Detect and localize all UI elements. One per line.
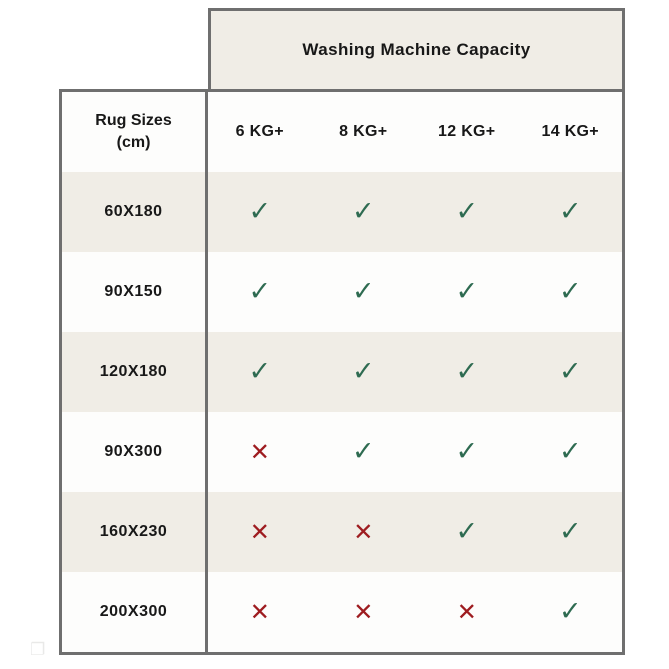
cross-icon: ✕ <box>249 438 270 466</box>
watermark-icon: ❐ <box>30 640 46 660</box>
check-icon: ✓ <box>248 355 272 387</box>
check-icon: ✓ <box>455 275 479 307</box>
capacity-cell: ✓ <box>518 572 622 652</box>
check-icon: ✓ <box>558 195 582 227</box>
check-icon: ✓ <box>351 275 375 307</box>
check-icon: ✓ <box>558 275 582 307</box>
capacity-cell: ✓ <box>518 412 622 492</box>
row-label-160x230: 160X230 <box>62 492 208 572</box>
rug-capacity-grid: Rug Sizes (cm) 6 KG+ 8 KG+ 12 KG+ 14 KG+ 60X… <box>62 92 622 652</box>
check-icon: ✓ <box>558 435 582 467</box>
capacity-cell: ✓ <box>208 252 312 332</box>
cross-icon: ✕ <box>353 518 374 546</box>
capacity-cell: ✓ <box>311 252 415 332</box>
capacity-cell: ✓ <box>415 252 519 332</box>
row-label-60x180: 60X180 <box>62 172 208 252</box>
capacity-cell: ✓ <box>518 252 622 332</box>
capacity-cell: ✕ <box>415 572 519 652</box>
capacity-cell: ✓ <box>518 492 622 572</box>
capacity-cell: ✓ <box>415 332 519 412</box>
row-label-120x180: 120X180 <box>62 332 208 412</box>
capacity-cell: ✓ <box>311 172 415 252</box>
capacity-cell: ✕ <box>208 492 312 572</box>
capacity-cell: ✓ <box>415 412 519 492</box>
row-header-line1: Rug Sizes <box>95 112 172 130</box>
check-icon: ✓ <box>455 355 479 387</box>
row-label-90x300: 90X300 <box>62 412 208 492</box>
row-label-90x150: 90X150 <box>62 252 208 332</box>
capacity-cell: ✕ <box>311 492 415 572</box>
check-icon: ✓ <box>558 515 582 547</box>
rug-capacity-table: Rug Sizes (cm) 6 KG+ 8 KG+ 12 KG+ 14 KG+ 60X… <box>59 89 625 655</box>
column-header-6-kg-: 6 KG+ <box>208 92 312 172</box>
capacity-cell: ✓ <box>415 172 519 252</box>
check-icon: ✓ <box>351 195 375 227</box>
capacity-cell: ✓ <box>518 332 622 412</box>
capacity-cell: ✕ <box>208 572 312 652</box>
capacity-cell: ✓ <box>415 492 519 572</box>
check-icon: ✓ <box>351 435 375 467</box>
cross-icon: ✕ <box>456 598 477 626</box>
column-header-14-kg-: 14 KG+ <box>518 92 622 172</box>
capacity-header-title: Washing Machine Capacity <box>302 40 531 59</box>
capacity-cell: ✕ <box>208 412 312 492</box>
check-icon: ✓ <box>248 275 272 307</box>
cross-icon: ✕ <box>249 598 270 626</box>
row-header-cell: Rug Sizes (cm) <box>62 92 208 172</box>
check-icon: ✓ <box>248 195 272 227</box>
check-icon: ✓ <box>455 515 479 547</box>
check-icon: ✓ <box>455 195 479 227</box>
cross-icon: ✕ <box>353 598 374 626</box>
row-label-200x300: 200X300 <box>62 572 208 652</box>
check-icon: ✓ <box>351 355 375 387</box>
column-header-8-kg-: 8 KG+ <box>311 92 415 172</box>
capacity-cell: ✓ <box>208 172 312 252</box>
cross-icon: ✕ <box>249 518 270 546</box>
check-icon: ✓ <box>558 355 582 387</box>
column-header-12-kg-: 12 KG+ <box>415 92 519 172</box>
capacity-cell: ✓ <box>208 332 312 412</box>
check-icon: ✓ <box>455 435 479 467</box>
capacity-cell: ✓ <box>518 172 622 252</box>
capacity-cell: ✓ <box>311 332 415 412</box>
capacity-cell: ✓ <box>311 412 415 492</box>
row-header-line2: (cm) <box>116 134 151 151</box>
check-icon: ✓ <box>558 595 582 627</box>
capacity-cell: ✕ <box>311 572 415 652</box>
capacity-header-box: Washing Machine Capacity <box>208 8 625 92</box>
